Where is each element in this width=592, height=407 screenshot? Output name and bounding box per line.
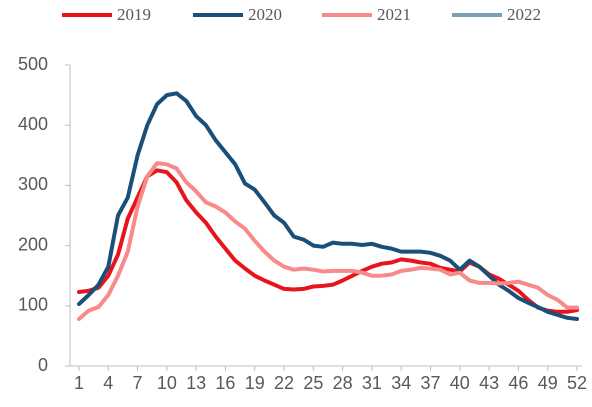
x-tick-label: 1 [74,373,84,393]
legend-label: 2022 [507,5,541,24]
y-tick-label: 100 [18,295,48,315]
x-tick-label: 4 [103,373,113,393]
series-line [77,168,579,314]
x-tick-label: 34 [391,373,411,393]
series-line [77,161,579,321]
x-tick-label: 25 [303,373,323,393]
y-tick-label: 400 [18,114,48,134]
x-tick-label: 22 [274,373,294,393]
legend-label: 2019 [117,5,151,24]
x-tick-label: 52 [567,373,587,393]
y-tick-label: 300 [18,174,48,194]
series-line [77,91,579,321]
x-tick-label: 43 [479,373,499,393]
x-tick-label: 28 [333,373,353,393]
legend-label: 2020 [248,5,282,24]
x-tick-label: 40 [450,373,470,393]
legend-label: 2021 [377,5,411,24]
x-tick-label: 19 [245,373,265,393]
y-tick-label: 200 [18,234,48,254]
x-tick-label: 13 [186,373,206,393]
x-tick-label: 16 [215,373,235,393]
x-tick-label: 31 [362,373,382,393]
x-tick-label: 37 [421,373,441,393]
x-tick-label: 7 [133,373,143,393]
y-tick-label: 500 [18,54,48,74]
x-tick-label: 10 [157,373,177,393]
x-tick-label: 49 [538,373,558,393]
y-tick-label: 0 [38,355,48,375]
x-tick-label: 46 [508,373,528,393]
